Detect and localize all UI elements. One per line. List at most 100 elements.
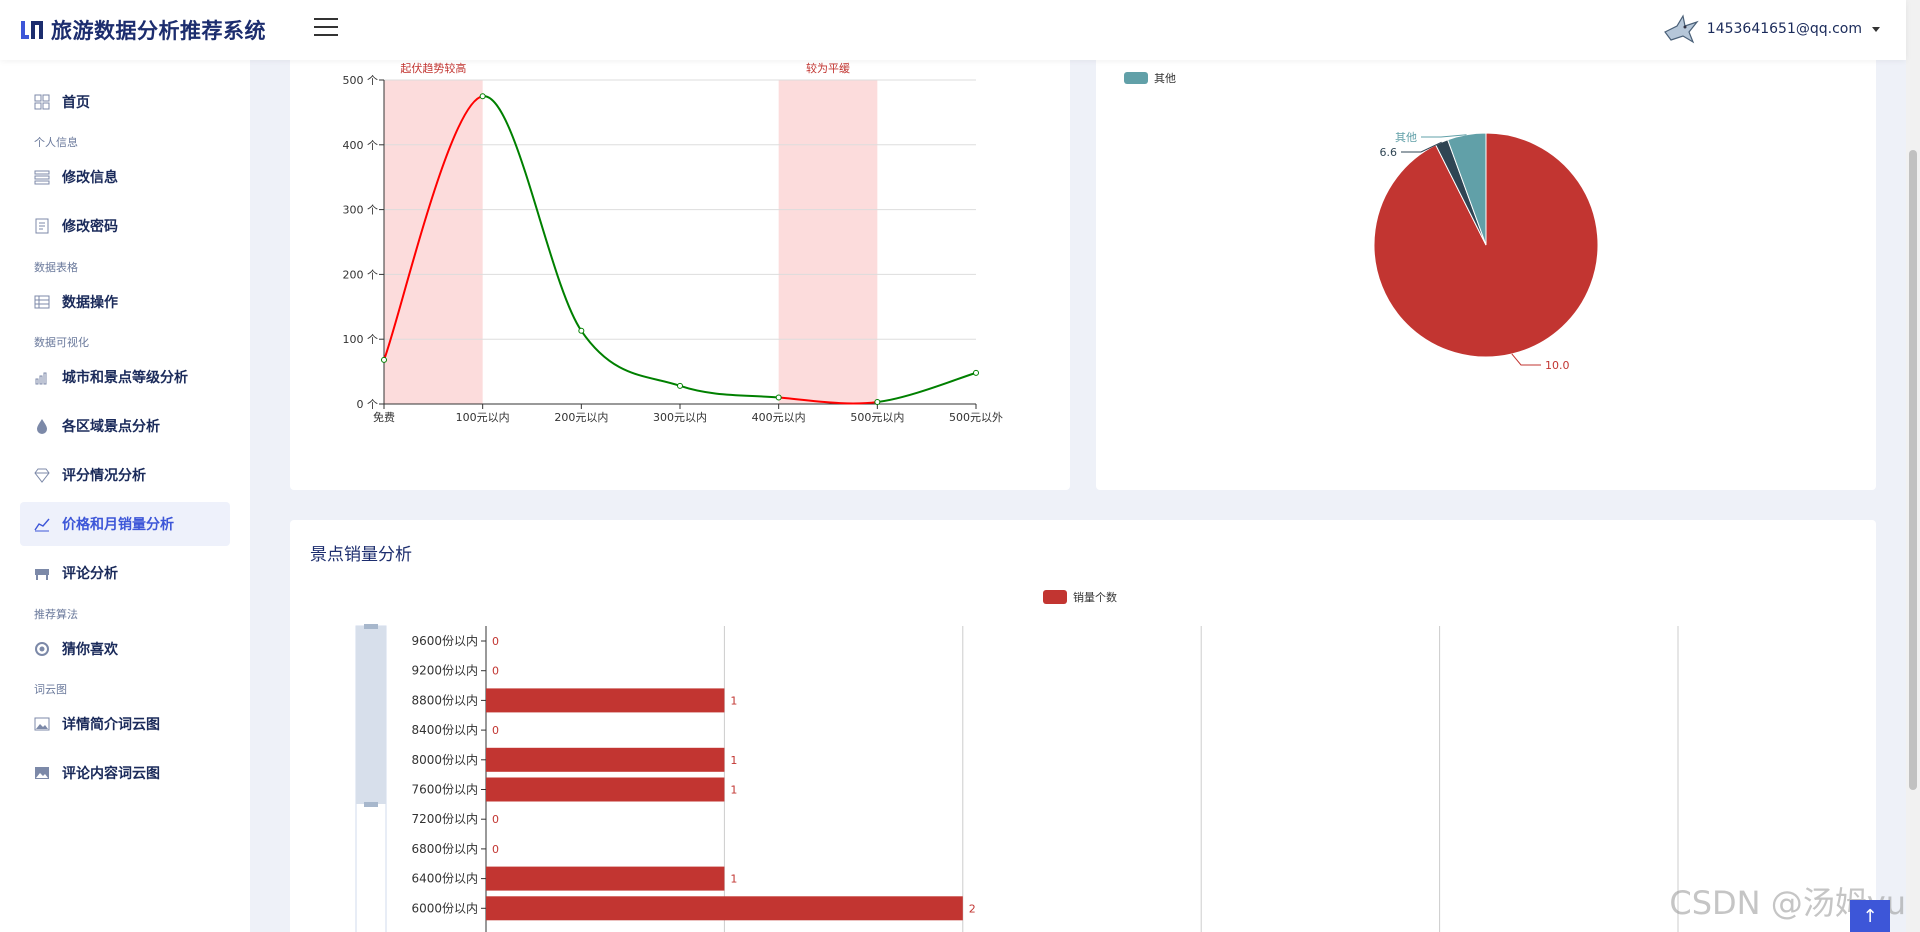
legend-swatch bbox=[1043, 590, 1067, 604]
sidebar-item-label: 修改信息 bbox=[62, 170, 118, 186]
diamond-icon bbox=[34, 468, 50, 483]
sidebar-item-price-sales[interactable]: 价格和月销量分析 bbox=[20, 502, 230, 546]
data-point bbox=[578, 327, 585, 334]
logo-icon bbox=[21, 21, 43, 39]
y-tick-label: 6000份以内 bbox=[411, 901, 478, 915]
legend-swatch bbox=[1124, 72, 1148, 84]
mark-area bbox=[384, 80, 483, 404]
sales-bar-card: 景点销量分析 销量个数 9600份以内 0 9200份以内 0 8800份以内 1 8400份… bbox=[290, 520, 1876, 932]
zoom-slider-handle bbox=[364, 802, 378, 807]
zoom-slider-window bbox=[356, 626, 386, 804]
pie-label-line bbox=[1511, 353, 1541, 366]
sidebar: 首页 个人信息 修改信息 修改密码 数据表格 数据操作 数据可视化 城市和景点等… bbox=[0, 60, 250, 932]
x-tick-label: 300元以内 bbox=[653, 410, 707, 424]
y-tick-label: 8000份以内 bbox=[411, 753, 478, 767]
y-tick-label: 100 个 bbox=[343, 333, 379, 346]
series-line-segment bbox=[383, 95, 484, 361]
avatar bbox=[1663, 14, 1699, 44]
data-label: 0 bbox=[492, 843, 499, 856]
y-tick-label: 6800份以内 bbox=[411, 842, 478, 856]
sidebar-item-change-password[interactable]: 修改密码 bbox=[20, 204, 230, 248]
bar bbox=[486, 866, 725, 891]
sidebar-item-region[interactable]: 各区域景点分析 bbox=[20, 404, 230, 448]
section-wordcloud: 词云图 bbox=[34, 683, 67, 696]
bar bbox=[486, 777, 725, 802]
scroll-thumb[interactable] bbox=[1909, 150, 1917, 790]
sidebar-item-label: 城市和景点等级分析 bbox=[62, 370, 188, 386]
x-tick-label: 500元以外 bbox=[949, 411, 1003, 424]
y-tick-label: 8400份以内 bbox=[411, 723, 478, 737]
data-point bbox=[874, 399, 881, 406]
sidebar-item-comment-cloud[interactable]: 评论内容词云图 bbox=[20, 751, 230, 795]
user-menu[interactable]: 1453641651@qq.com bbox=[1663, 14, 1880, 44]
sidebar-item-comments[interactable]: 评论分析 bbox=[20, 551, 230, 595]
bar bbox=[486, 896, 963, 921]
sidebar-item-label: 首页 bbox=[62, 95, 90, 111]
sidebar-item-label: 价格和月销量分析 bbox=[62, 517, 174, 533]
page-scrollbar[interactable] bbox=[1906, 0, 1920, 932]
data-point bbox=[381, 356, 387, 363]
sidebar-item-label: 评论内容词云图 bbox=[62, 766, 160, 782]
drop-icon bbox=[37, 419, 47, 434]
back-to-top-button[interactable]: ↑ bbox=[1850, 900, 1890, 932]
sidebar-item-label: 评分情况分析 bbox=[62, 468, 146, 484]
sidebar-item-label: 评论分析 bbox=[62, 566, 118, 582]
price-line-chart: 起伏趋势较高 较为平缓 0 个 100 个 200 个 300 个 400 个 500 个免费… bbox=[343, 61, 1004, 424]
sidebar-item-label: 数据操作 bbox=[62, 295, 118, 311]
sidebar-item-label: 猜你喜欢 bbox=[62, 642, 118, 658]
document-icon bbox=[35, 218, 49, 234]
sidebar-item-city-level[interactable]: 城市和景点等级分析 bbox=[20, 355, 230, 399]
sidebar-item-detail-cloud[interactable]: 详情简介词云图 bbox=[20, 702, 230, 746]
data-point bbox=[479, 93, 486, 100]
menu-toggle-button[interactable] bbox=[314, 18, 338, 40]
spiral-icon bbox=[35, 642, 49, 656]
app-logo[interactable]: 旅游数据分析推荐系统 bbox=[19, 15, 266, 45]
bench-icon bbox=[35, 569, 49, 580]
user-email: 1453641651@qq.com bbox=[1706, 21, 1862, 37]
mark-area-label: 较为平缓 bbox=[806, 61, 850, 75]
data-point bbox=[775, 394, 782, 401]
sidebar-item-edit-info[interactable]: 修改信息 bbox=[20, 155, 230, 199]
mark-area bbox=[778, 80, 878, 404]
y-tick-label: 7600份以内 bbox=[411, 783, 478, 797]
sidebar-item-label: 各区域景点分析 bbox=[62, 419, 160, 435]
data-label: 1 bbox=[730, 754, 737, 767]
table-icon bbox=[34, 295, 50, 309]
bar bbox=[486, 688, 725, 713]
pie-slice bbox=[1373, 132, 1599, 358]
pie-label: 6.6 bbox=[1380, 146, 1398, 159]
sidebar-item-rating[interactable]: 评分情况分析 bbox=[20, 453, 230, 497]
data-label: 1 bbox=[730, 694, 737, 707]
sales-bar-chart: 销量个数 9600份以内 0 9200份以内 0 8800份以内 1 8400份以内 0 8000… bbox=[355, 590, 1679, 932]
section-recommendation: 推荐算法 bbox=[34, 608, 78, 621]
pie-label-line bbox=[1421, 134, 1467, 138]
y-tick-label: 8800份以内 bbox=[411, 693, 478, 707]
data-point bbox=[677, 382, 683, 389]
legend-label: 销量个数 bbox=[1073, 590, 1117, 604]
x-tick-label: 500元以内 bbox=[850, 410, 904, 424]
pie-label: 10.0 bbox=[1545, 359, 1570, 372]
y-tick-label: 200 个 bbox=[343, 268, 379, 281]
pie-chart-card: 其他 10.0 6.6 其他 bbox=[1096, 44, 1876, 490]
y-tick-label: 300 个 bbox=[343, 204, 379, 217]
sidebar-item-home[interactable]: 首页 bbox=[20, 80, 230, 124]
grid-icon bbox=[34, 94, 50, 110]
series-line-segment bbox=[482, 95, 583, 332]
bar-chart-icon bbox=[35, 372, 47, 385]
y-tick-label: 0 个 bbox=[357, 398, 379, 411]
data-label: 0 bbox=[492, 724, 499, 737]
sidebar-item-guess[interactable]: 猜你喜欢 bbox=[20, 627, 230, 671]
sidebar-item-data-ops[interactable]: 数据操作 bbox=[20, 280, 230, 324]
data-label: 1 bbox=[730, 873, 737, 886]
x-tick-label: 免费 bbox=[373, 410, 395, 424]
bar bbox=[486, 747, 725, 772]
x-tick-label: 100元以内 bbox=[456, 410, 510, 424]
image-icon bbox=[35, 767, 49, 779]
series-line-segment bbox=[679, 384, 779, 399]
top-header: 旅游数据分析推荐系统 1453641651@qq.com bbox=[0, 0, 1906, 60]
y-tick-label: 7200份以内 bbox=[411, 812, 478, 826]
section-visualization: 数据可视化 bbox=[34, 336, 89, 349]
x-tick-label: 200元以内 bbox=[554, 410, 608, 424]
series-line-segment bbox=[778, 396, 878, 405]
data-label: 2 bbox=[969, 902, 976, 915]
